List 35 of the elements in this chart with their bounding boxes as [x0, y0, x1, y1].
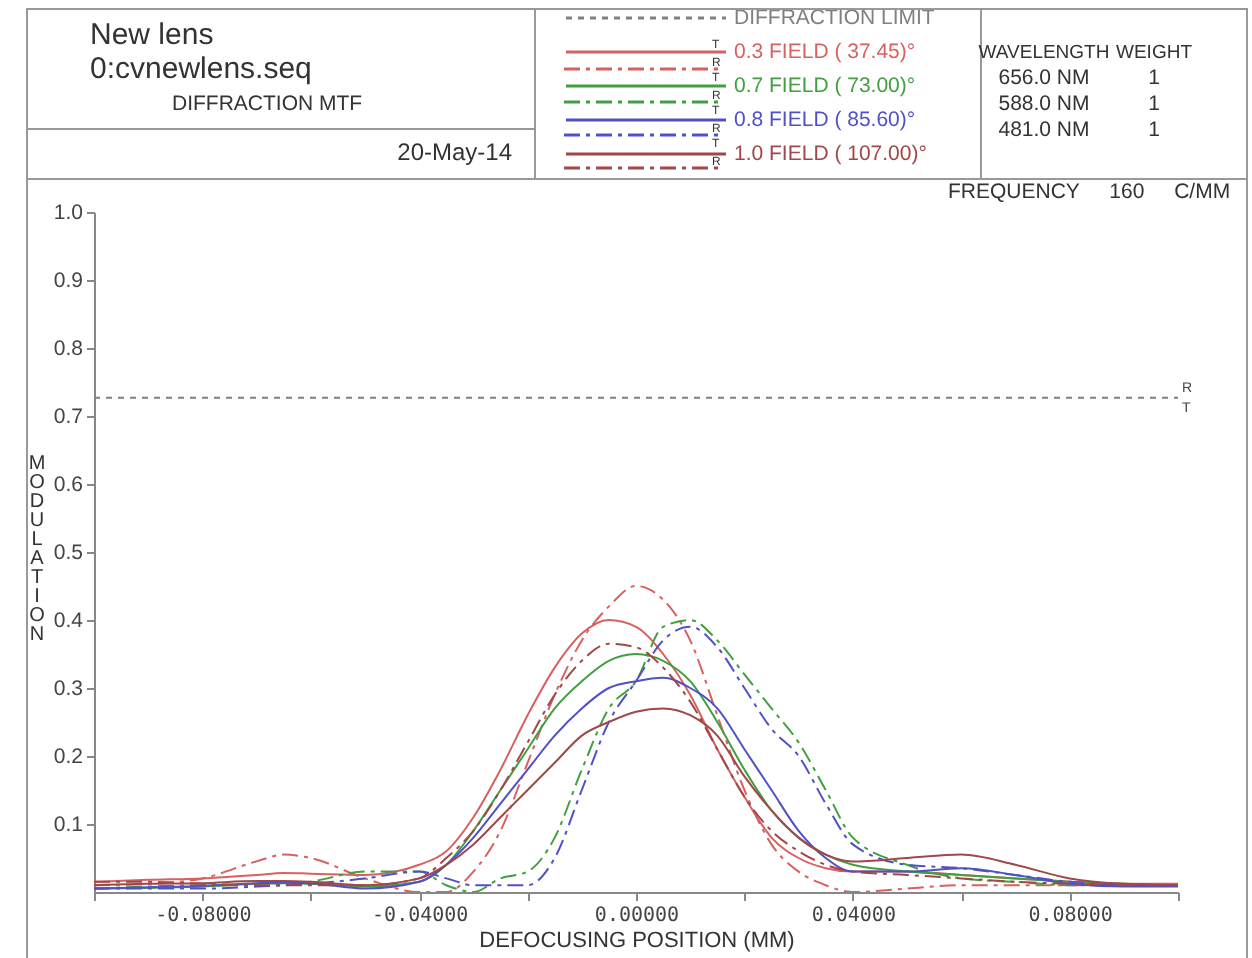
text: DIFFRACTION LIMIT	[734, 6, 936, 30]
y-tick-label: 0.1	[53, 813, 84, 837]
y-tick-label: 0.6	[53, 473, 84, 497]
text: DIFFRACTION MTF	[172, 92, 363, 116]
x-tick-label: 0.00000	[594, 905, 680, 927]
text: 1	[1148, 66, 1160, 90]
text: 1.0 FIELD ( 107.00)°	[734, 142, 927, 166]
y-tick-label: 0.5	[53, 541, 84, 565]
y-tick-label: 0.8	[53, 337, 84, 361]
x-tick-label: -0.08000	[155, 905, 252, 927]
text: 1	[1148, 118, 1160, 142]
x-tick-label: 0.04000	[811, 905, 896, 927]
x-axis-title: DEFOCUSING POSITION (MM)	[479, 929, 795, 953]
y-tick-label: 0.3	[53, 677, 84, 701]
chart-title: New lens	[90, 18, 214, 52]
text: 481.0 NM	[998, 118, 1090, 142]
y-tick-label: 0.4	[53, 609, 84, 633]
y-tick-label: 0.7	[53, 405, 84, 429]
y-tick-label: 0.2	[53, 745, 84, 769]
text: WEIGHT	[1116, 42, 1192, 64]
text: 588.0 NM	[998, 92, 1090, 116]
text: FREQUENCY 160 C/MM	[948, 180, 1231, 204]
text: 656.0 NM	[998, 66, 1090, 90]
text: 1	[1148, 92, 1160, 116]
text: 20-May-14	[397, 138, 512, 166]
text: WAVELENGTH	[978, 42, 1110, 64]
text: 0.7 FIELD ( 73.00)°	[734, 74, 916, 98]
text: 0.8 FIELD ( 85.60)°	[734, 108, 916, 132]
chart-subtitle: 0:cvnewlens.seq	[90, 52, 312, 86]
text: 0.3 FIELD ( 37.45)°	[734, 40, 916, 64]
y-tick-label: 0.9	[53, 269, 84, 293]
x-tick-label: -0.04000	[372, 905, 469, 927]
y-tick-label: 1.0	[53, 201, 84, 225]
text: MODULATION	[28, 453, 46, 646]
x-tick-label: 0.08000	[1028, 905, 1113, 927]
